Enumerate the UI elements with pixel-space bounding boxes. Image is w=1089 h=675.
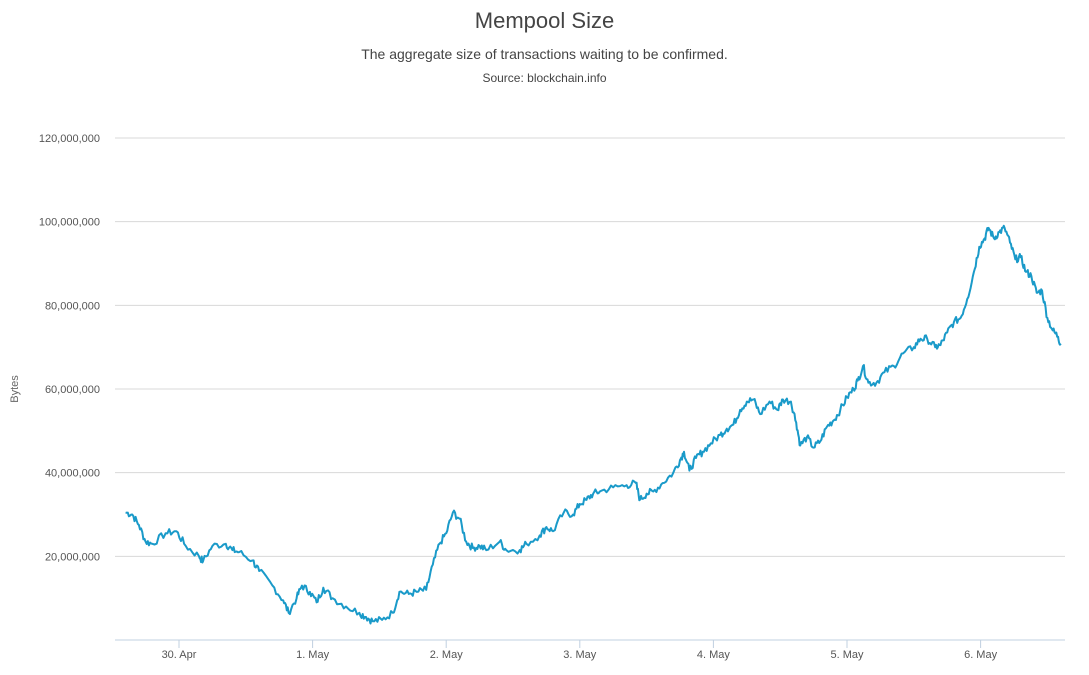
- y-axis-ticks: 20,000,000 40,000,000 60,000,000 80,000,000…: [39, 133, 100, 563]
- chart-source: Source: blockchain.info: [482, 71, 607, 85]
- x-tick-label: 5. May: [830, 649, 864, 661]
- y-tick-label: 100,000,000: [39, 217, 100, 229]
- series-line: [125, 224, 1062, 625]
- y-tick-label: 20,000,000: [45, 551, 100, 563]
- chart-title: Mempool Size: [474, 8, 615, 33]
- chart-subtitle: The aggregate size of transactions waiti…: [361, 46, 728, 62]
- x-tick-label: 6. May: [964, 649, 998, 661]
- plot-area: [125, 224, 1062, 625]
- y-tick-label: 60,000,000: [45, 384, 100, 396]
- x-axis: 30. Apr 1. May 2. May 3. May 4. May 5. May 6. …: [115, 639, 1065, 661]
- grid-lines: [115, 137, 1065, 557]
- y-tick-label: 80,000,000: [45, 300, 100, 312]
- y-axis-label: Bytes: [9, 375, 21, 403]
- x-tick-label: 3. May: [563, 649, 597, 661]
- x-tick-label: 30. Apr: [162, 649, 197, 661]
- x-tick-label: 2. May: [430, 649, 464, 661]
- x-tick-label: 4. May: [697, 649, 731, 661]
- y-tick-label: 120,000,000: [39, 133, 100, 145]
- y-tick-label: 40,000,000: [45, 468, 100, 480]
- x-tick-label: 1. May: [296, 649, 330, 661]
